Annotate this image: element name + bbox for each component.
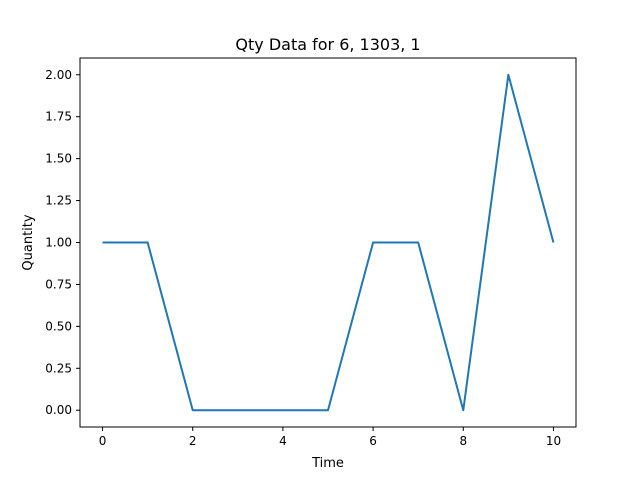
x-tick-label: 0 (99, 434, 107, 448)
x-tick-label: 10 (546, 434, 561, 448)
x-axis-ticks: 0 2 4 6 8 10 (99, 427, 561, 448)
y-tick-label: 0.00 (45, 403, 72, 417)
x-tick-label: 4 (279, 434, 287, 448)
y-tick-label: 1.75 (45, 110, 72, 124)
series-line-0 (102, 73, 555, 412)
plot-area-frame (79, 57, 577, 428)
x-axis-label: Time (311, 456, 344, 471)
y-tick-label: 2.00 (45, 68, 72, 82)
series-layer (102, 73, 555, 412)
x-tick-label: 6 (369, 434, 377, 448)
chart-title: Qty Data for 6, 1303, 1 (235, 35, 420, 54)
x-tick-label: 8 (459, 434, 467, 448)
y-tick-label: 1.50 (45, 152, 72, 166)
y-tick-label: 1.25 (45, 194, 72, 208)
y-tick-label: 0.25 (45, 361, 72, 375)
y-axis-label: Quantity (21, 214, 36, 270)
y-tick-label: 1.00 (45, 236, 72, 250)
y-tick-label: 0.50 (45, 319, 72, 333)
y-axis-ticks: 0.00 0.25 0.50 0.75 1.00 1.25 1.50 1.75 2.00 (45, 68, 80, 417)
x-tick-label: 2 (189, 434, 197, 448)
y-tick-label: 0.75 (45, 277, 72, 291)
